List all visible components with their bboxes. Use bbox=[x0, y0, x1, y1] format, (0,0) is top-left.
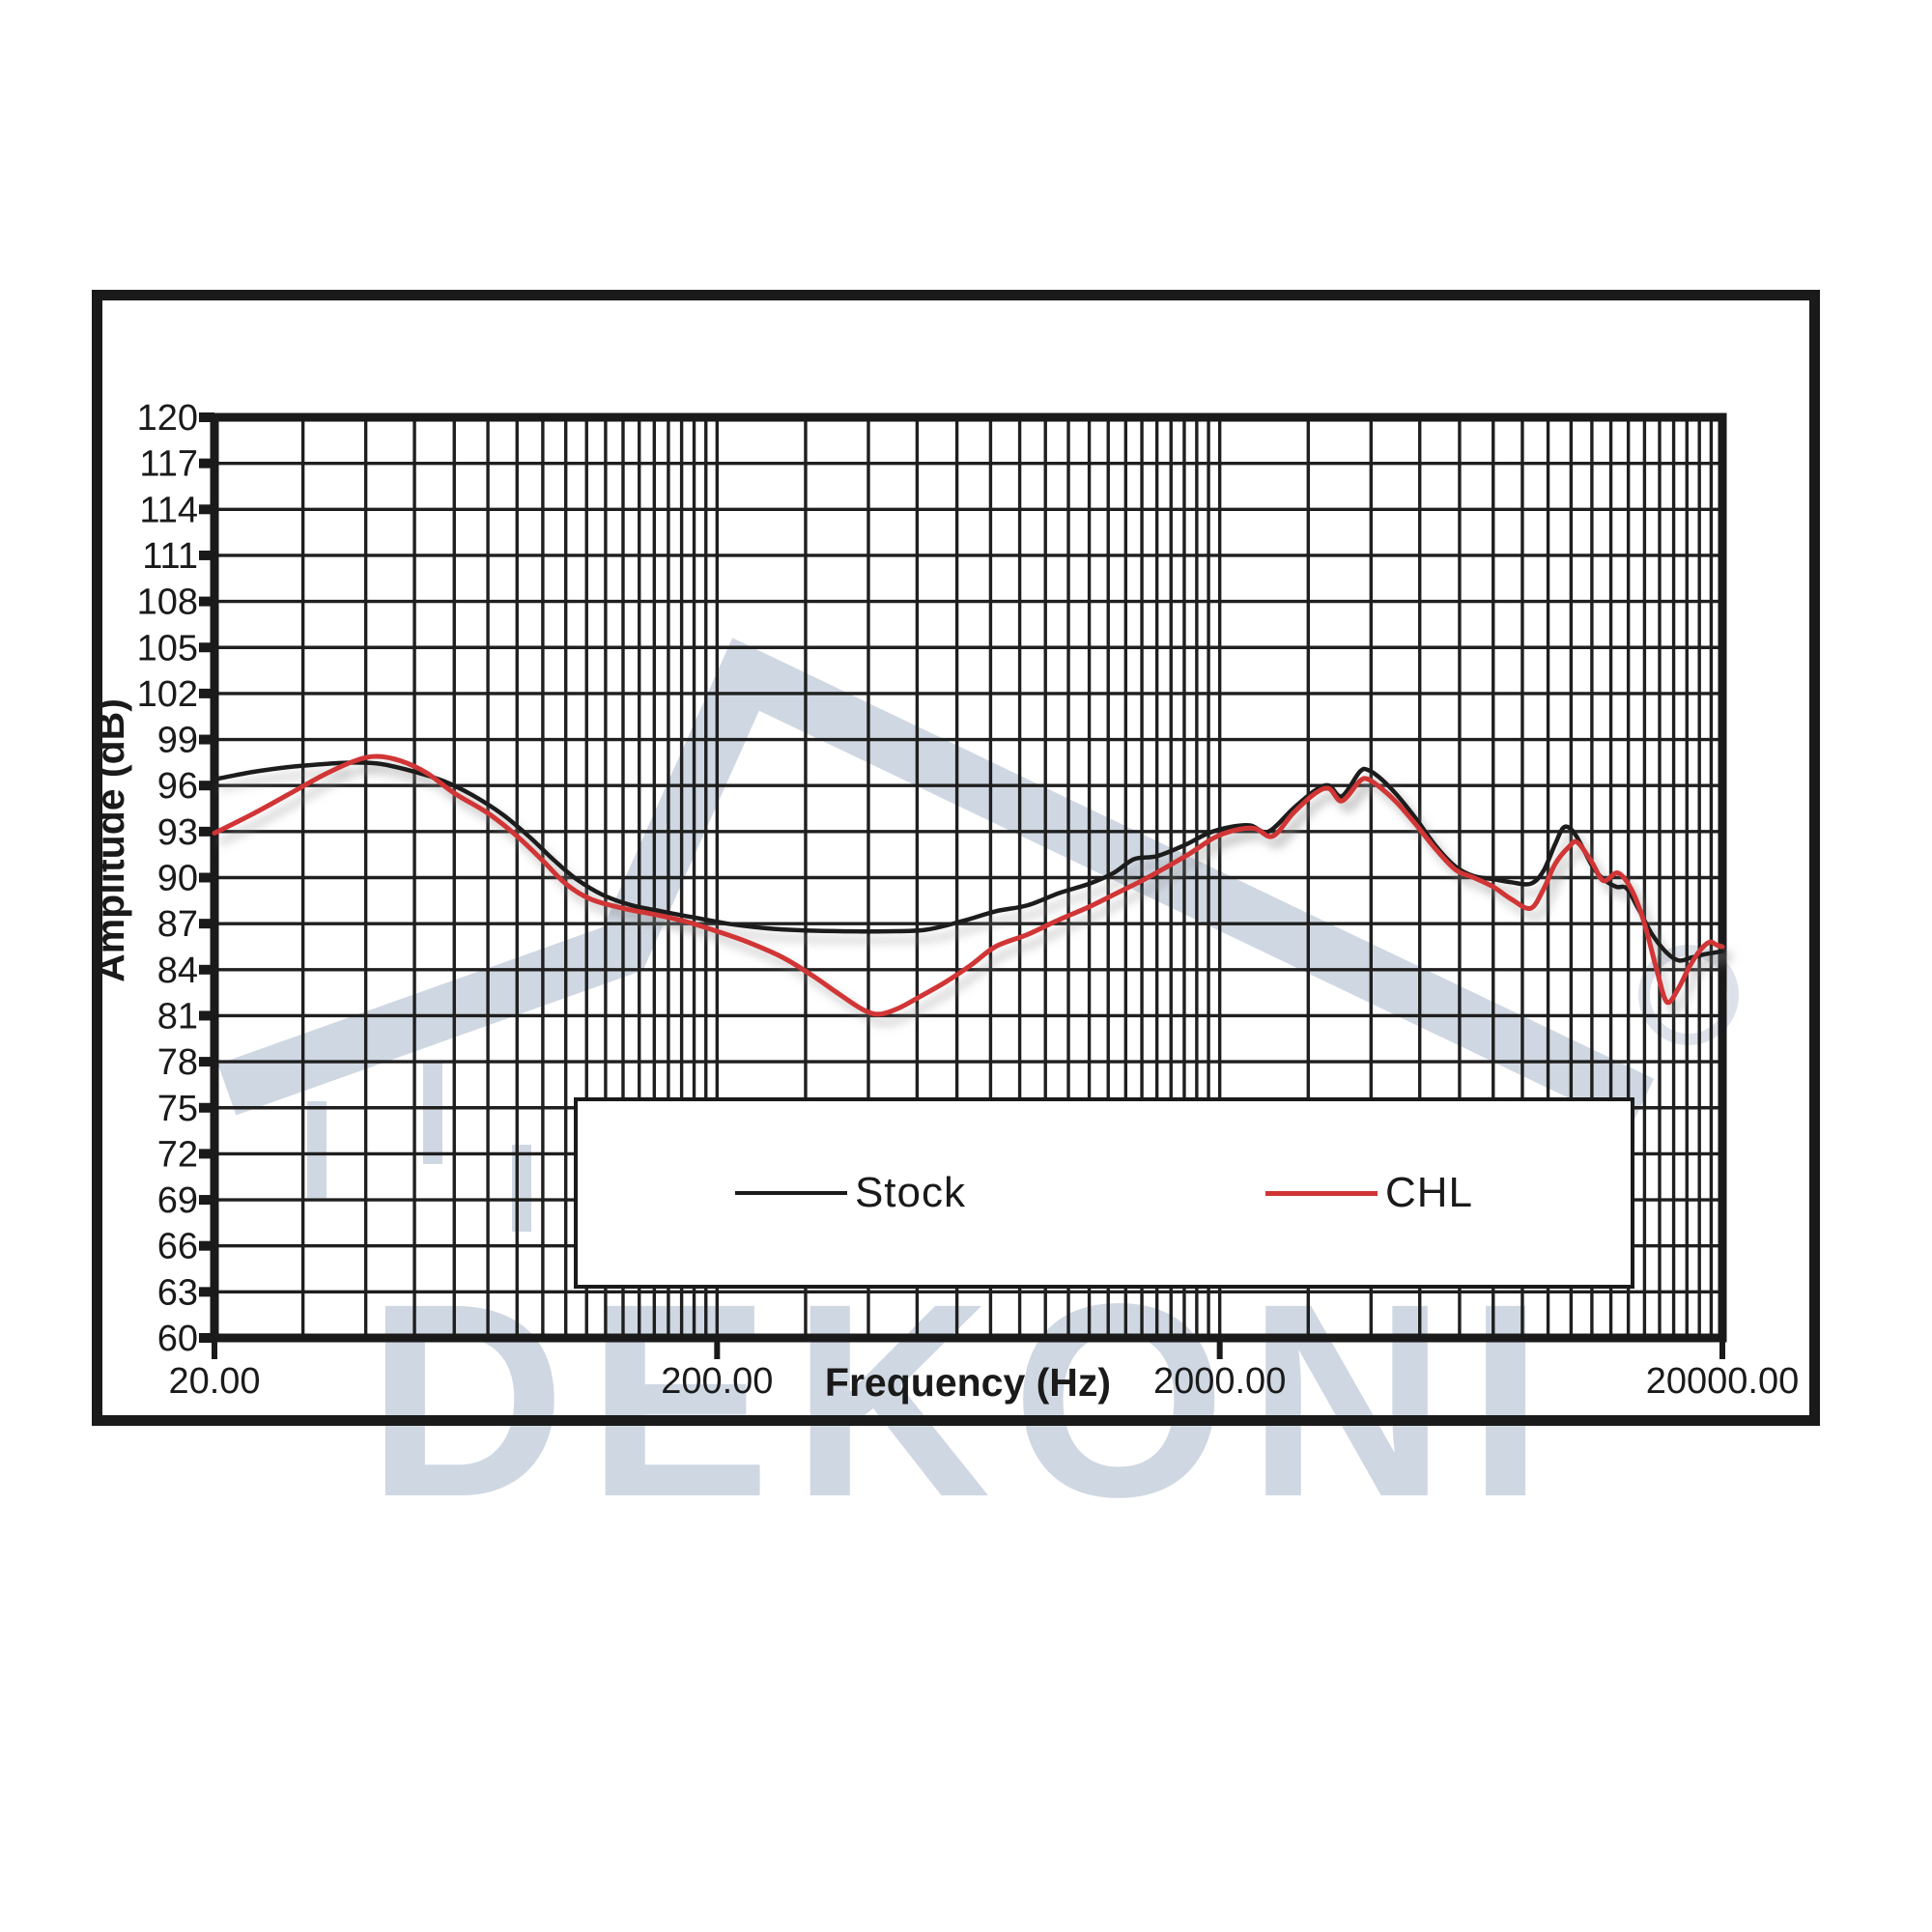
y-tick-label: 69 bbox=[157, 1180, 198, 1221]
y-tick-label: 102 bbox=[137, 674, 198, 715]
y-tick-label: 114 bbox=[139, 490, 198, 530]
plot-frame bbox=[210, 412, 1727, 1343]
y-tick-label: 96 bbox=[157, 766, 198, 807]
y-tick-label: 117 bbox=[139, 444, 198, 485]
y-tick-label: 99 bbox=[157, 721, 198, 761]
y-axis-tick-labels: 120 117 114 111 108 105 102 99 96 93 90 87 84 81 78 75 7… bbox=[137, 398, 198, 1359]
y-tick-label: 120 bbox=[137, 398, 198, 439]
y-tick-label: 108 bbox=[137, 582, 198, 623]
eq-bar-icon bbox=[307, 1101, 327, 1198]
y-tick-label: 93 bbox=[157, 812, 198, 853]
y-tick-label: 66 bbox=[157, 1227, 198, 1267]
stock-line-sample-icon bbox=[734, 1191, 847, 1195]
y-tick-label: 84 bbox=[157, 951, 198, 991]
y-tick-label: 111 bbox=[142, 536, 198, 577]
legend-item-chl: CHL bbox=[1265, 1169, 1473, 1217]
y-tick-label: 72 bbox=[157, 1134, 198, 1175]
eq-bar-icon bbox=[423, 1063, 442, 1164]
y-tick-label: 60 bbox=[157, 1319, 198, 1359]
x-tick-label: 200.00 bbox=[661, 1361, 773, 1402]
y-tick-label: 75 bbox=[157, 1089, 198, 1129]
y-tick-label: 87 bbox=[157, 904, 198, 945]
y-tick-label: 105 bbox=[137, 628, 198, 668]
x-tick-label: 20.00 bbox=[168, 1361, 260, 1402]
chl-line-sample-icon bbox=[1265, 1190, 1378, 1196]
y-tick-label: 81 bbox=[157, 996, 198, 1037]
legend-label-chl: CHL bbox=[1385, 1169, 1474, 1216]
x-axis-tick-labels: 20.00 200.00 2000.00 20000.00 bbox=[168, 1361, 1799, 1402]
stock-curve bbox=[212, 760, 1725, 963]
x-tick-label: 20000.00 bbox=[1646, 1361, 1800, 1402]
x-axis-title: Frequency (Hz) bbox=[825, 1360, 1111, 1405]
legend-item-stock: Stock bbox=[734, 1169, 966, 1217]
data-curves bbox=[212, 753, 1725, 1017]
legend-label-stock: Stock bbox=[854, 1169, 966, 1216]
y-tick-label: 63 bbox=[157, 1272, 198, 1313]
x-tick-label: 2000.00 bbox=[1153, 1361, 1286, 1402]
chl-curve bbox=[212, 753, 1725, 1017]
y-axis-title: Amplitude (dB) bbox=[88, 698, 132, 982]
y-tick-label: 90 bbox=[157, 859, 198, 899]
legend: Stock CHL bbox=[574, 1097, 1634, 1289]
y-tick-label: 78 bbox=[157, 1042, 198, 1083]
